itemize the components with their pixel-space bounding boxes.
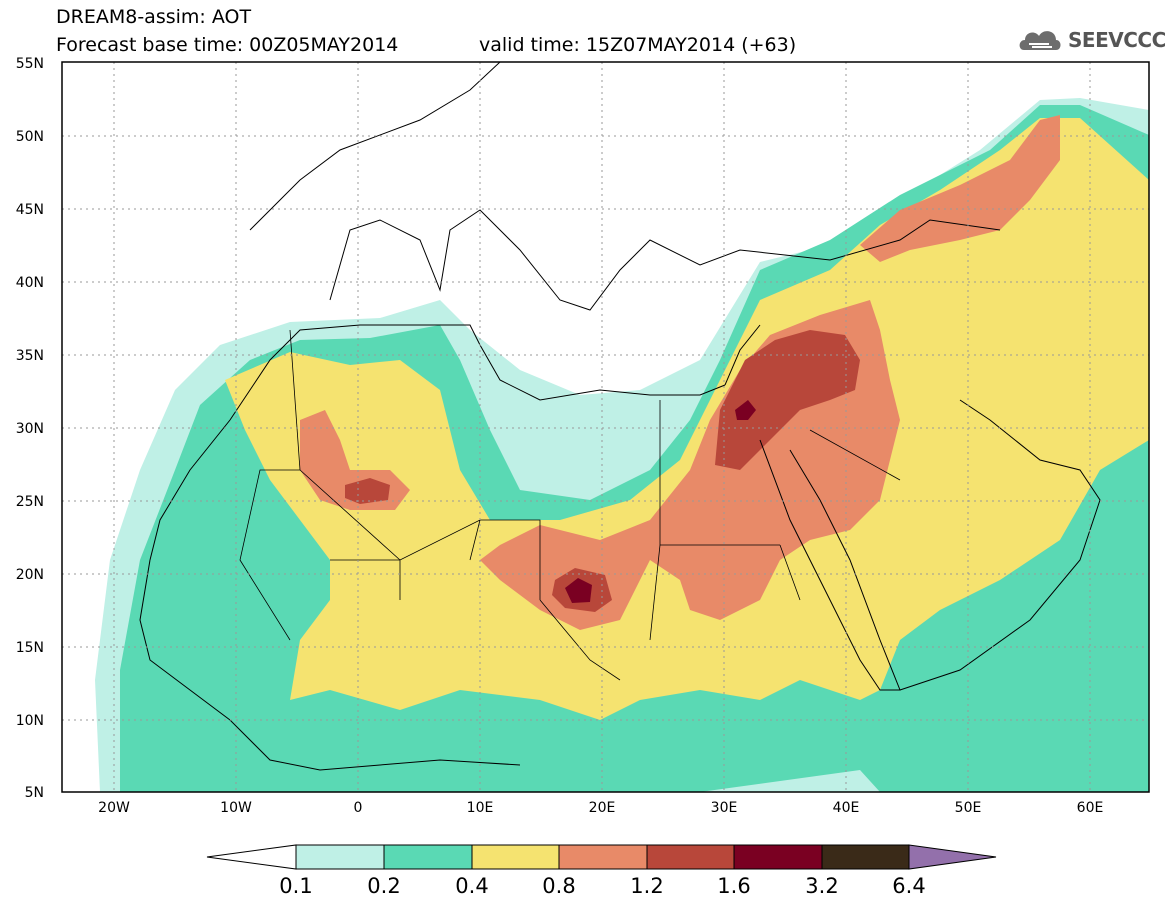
colorbar-segment [646, 844, 735, 870]
coastline-arabia [899, 399, 1101, 691]
colorbar-label: 0.1 [279, 874, 312, 898]
map-field [62, 62, 1149, 792]
map-title: DREAM8-assim: AOT [56, 6, 252, 28]
lat-axis: 55N 50N 45N 40N 35N 30N 25N 20N 15N 10N … [16, 56, 44, 801]
lon-label: 60E [1077, 800, 1104, 816]
seevccc-logo: SEEVCCC [1016, 22, 1165, 56]
aot-contour-0-8-north [860, 115, 1060, 262]
colorbar-high-arrow [908, 844, 997, 870]
colorbar-label: 0.2 [367, 874, 400, 898]
aot-contour-1-6-levant [735, 400, 756, 420]
colorbar-segment [295, 844, 385, 870]
lat-label: 35N [16, 348, 44, 364]
lat-label: 10N [16, 713, 44, 729]
lat-label: 25N [16, 494, 44, 510]
lon-label: 10E [467, 800, 494, 816]
map-frame [61, 61, 1150, 793]
coastline-red-sea [759, 439, 901, 691]
coastline-north-africa [149, 324, 726, 561]
lat-label: 45N [16, 202, 44, 218]
lon-label: 0 [354, 800, 363, 816]
colorbar-labels: 0.1 0.2 0.4 0.8 1.2 1.6 3.2 6.4 [279, 874, 925, 898]
forecast-time-line: Forecast base time: 00Z05MAY2014 valid ti… [56, 34, 796, 56]
colorbar-label: 6.4 [892, 874, 925, 898]
lon-axis: 20W 10W 0 10E 20E 30E 40E 50E 60E [98, 800, 1103, 816]
logo-text: SEEVCCC [1068, 28, 1165, 52]
lon-label: 20W [98, 800, 130, 816]
lat-label: 30N [16, 421, 44, 437]
colorbar-segment [558, 844, 648, 870]
valid-time: valid time: 15Z07MAY2014 (+63) [479, 34, 797, 56]
lat-label: 20N [16, 567, 44, 583]
colorbar-label: 3.2 [805, 874, 838, 898]
lon-label: 50E [955, 800, 982, 816]
lat-label: 5N [25, 785, 44, 801]
gridlines [62, 62, 1149, 792]
colorbar-label: 0.8 [542, 874, 575, 898]
lat-label: 40N [16, 275, 44, 291]
lon-label: 10W [220, 800, 252, 816]
colorbar-label: 1.6 [717, 874, 750, 898]
colorbar [206, 844, 997, 870]
aot-contour-1-2-west [345, 478, 390, 504]
lon-label: 30E [711, 800, 738, 816]
cloud-icon [1019, 31, 1061, 50]
forecast-base-time: Forecast base time: 00Z05MAY2014 [56, 34, 399, 56]
colorbar-low-arrow [206, 844, 297, 870]
colorbar-segment [471, 844, 560, 870]
coastlines [139, 62, 1101, 771]
lon-label: 40E [833, 800, 860, 816]
colorbar-segment [383, 844, 473, 870]
colorbar-label: 0.4 [455, 874, 488, 898]
lat-label: 50N [16, 129, 44, 145]
coastline-west-africa [139, 559, 521, 771]
colorbar-segment [821, 844, 910, 870]
lat-label: 15N [16, 640, 44, 656]
coastline-europe [249, 62, 1001, 311]
colorbar-label: 1.2 [630, 874, 663, 898]
aot-contour-1-6-center [565, 578, 592, 603]
lon-label: 20E [589, 800, 616, 816]
lat-label: 55N [16, 56, 44, 72]
aot-contour-0-4 [225, 118, 1149, 720]
aot-contour-1-2 [715, 330, 860, 470]
colorbar-segment [733, 844, 823, 870]
coastline-levant [724, 324, 761, 386]
